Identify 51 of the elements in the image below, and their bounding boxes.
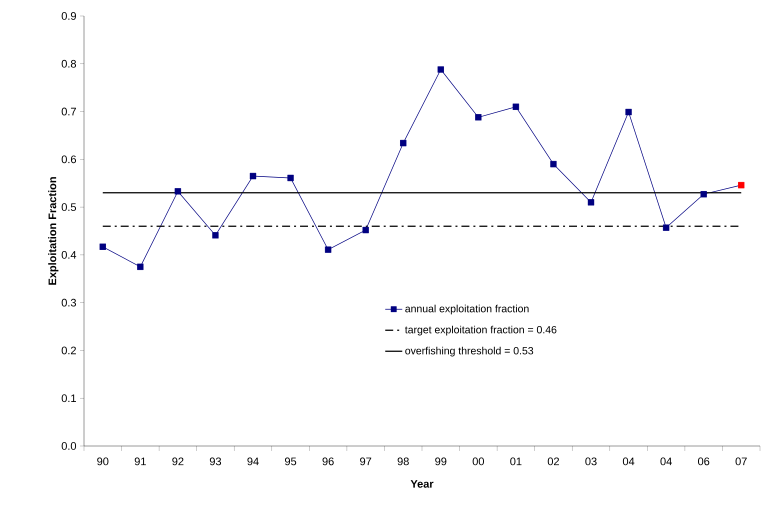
point [512, 104, 520, 110]
legend-label: overfishing threshold = 0.53 [405, 346, 534, 356]
x-tick-label: 07 [736, 458, 747, 466]
x-tick-label: 96 [322, 458, 334, 466]
point [738, 182, 744, 188]
x-tick-label: 91 [134, 458, 146, 466]
legend-label: target exploitation fraction = 0.46 [404, 326, 556, 336]
point [287, 174, 294, 182]
y-tick-label: 0.8 [62, 60, 76, 68]
point [212, 232, 219, 238]
y-tick-label: 0.1 [62, 394, 76, 402]
point [250, 172, 256, 180]
y-tick-label: 0.6 [62, 155, 76, 164]
point [324, 246, 332, 253]
point [174, 188, 182, 195]
point [475, 114, 482, 120]
y-tick-label: 0.3 [62, 298, 76, 307]
point [625, 108, 632, 116]
x-tick-label: 98 [398, 458, 409, 466]
point [662, 224, 670, 231]
point [700, 191, 707, 198]
x-tick-label: 90 [97, 458, 108, 466]
x-tick-label: 02 [548, 458, 559, 466]
point [550, 160, 557, 168]
x-tick-label: 04 [622, 458, 634, 466]
x-tick-label: 97 [360, 458, 372, 466]
point [100, 244, 106, 250]
legend-label: annual exploitation fraction [405, 304, 529, 314]
x-tick-label: 92 [172, 458, 184, 466]
x-tick-label: 06 [698, 458, 710, 466]
x-tick-label: 03 [585, 458, 597, 466]
x-tick-label: 01 [510, 458, 522, 466]
y-tick-label: 0.7 [62, 108, 76, 116]
x-tick-label: 04 [660, 458, 672, 466]
point [438, 66, 444, 73]
y-tick-label: 0.5 [62, 203, 76, 211]
x-tick-label: 95 [284, 458, 296, 466]
x-axis-title: Year [410, 480, 434, 488]
point [362, 226, 369, 234]
x-tick-label: 94 [247, 458, 259, 466]
point [400, 140, 406, 146]
x-tick-label: 99 [435, 458, 446, 466]
y-tick-label: 0.0 [62, 442, 76, 450]
point [137, 264, 144, 270]
point [588, 199, 594, 206]
y-tick-label: 0.4 [62, 251, 76, 259]
x-tick-label: 00 [472, 458, 484, 466]
y-tick-label: 0.9 [62, 12, 76, 20]
y-tick-label: 0.2 [62, 346, 76, 354]
x-tick-label: 93 [210, 458, 222, 466]
y-axis-title: Exploitation Fraction [48, 177, 58, 285]
